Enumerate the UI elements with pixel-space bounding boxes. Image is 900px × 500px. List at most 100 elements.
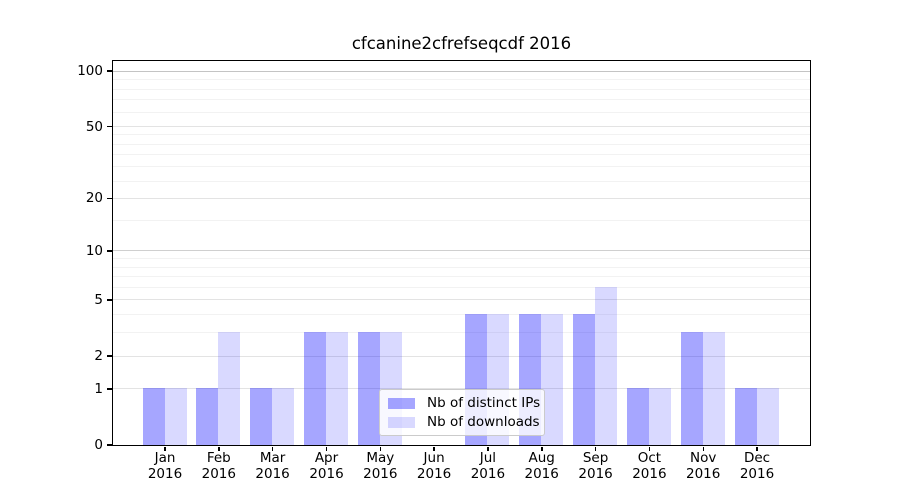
x-tick: [218, 446, 220, 451]
x-tick-label-month: Mar: [259, 450, 286, 466]
x-tick-label: Dec 2016: [722, 450, 792, 482]
gridline-minor: [112, 258, 810, 259]
gridline-minor: [112, 111, 810, 113]
gridline-minor: [112, 134, 810, 136]
x-tick-label-month: Jan: [154, 450, 176, 466]
x-tick: [271, 446, 274, 451]
bar-nb-of-distinct-ips-sep: [573, 314, 596, 445]
x-tick-label-month: Jul: [479, 450, 497, 466]
legend-item: Nb of distinct IPs: [388, 395, 540, 411]
gridline-minor: [112, 143, 810, 145]
x-tick-label: May 2016: [345, 450, 415, 482]
gridline-minor: [112, 99, 810, 101]
y-tick: [106, 299, 112, 301]
bar-nb-of-distinct-ips-may: [357, 332, 380, 445]
x-tick-label: Apr 2016: [292, 450, 362, 482]
bar-nb-of-downloads-nov: [702, 332, 725, 445]
x-tick-label-month: Aug: [528, 450, 555, 466]
bar-nb-of-distinct-ips-nov: [680, 332, 703, 445]
bar-nb-of-distinct-ips-dec: [734, 388, 757, 445]
gridline-major: [112, 70, 810, 72]
x-tick: [487, 446, 489, 451]
bar-nb-of-downloads-dec: [756, 388, 779, 445]
x-tick-label-year: 2016: [255, 465, 290, 482]
x-tick: [433, 446, 435, 451]
x-tick-label-year: 2016: [363, 465, 398, 482]
legend-swatch: [388, 416, 415, 428]
y-tick-label: 10: [85, 242, 103, 259]
bar-nb-of-downloads-aug: [541, 314, 564, 445]
x-tick: [164, 446, 166, 451]
gridline-minor: [112, 180, 810, 182]
bar-nb-of-downloads-apr: [326, 332, 348, 445]
x-tick-label: Jan 2016: [130, 450, 200, 482]
y-tick: [106, 388, 112, 390]
y-tick-label: 1: [94, 380, 103, 397]
legend-label: Nb of distinct IPs: [427, 395, 541, 411]
y-tick-label: 50: [85, 118, 103, 135]
x-tick-label: Oct 2016: [614, 450, 684, 482]
gridline-minor: [112, 166, 810, 168]
gridline-minor: [112, 286, 810, 288]
x-tick-label-month: Feb: [206, 450, 231, 466]
bar-nb-of-distinct-ips-feb: [196, 388, 219, 445]
x-tick: [756, 446, 758, 451]
gridline-minor: [112, 266, 810, 268]
gridline-major: [112, 355, 810, 357]
x-tick-label-month: Oct: [637, 450, 662, 466]
y-tick-label: 100: [77, 63, 103, 80]
gridline-minor: [112, 314, 810, 316]
x-tick: [541, 446, 543, 451]
bar-nb-of-downloads-jan: [164, 388, 187, 445]
gridline-minor: [112, 79, 810, 81]
chart-title: cfcanine2cfrefseqcdf 2016: [351, 34, 572, 53]
bar-nb-of-downloads-mar: [272, 388, 295, 445]
x-tick-label: Aug 2016: [507, 450, 577, 482]
gridline-minor: [112, 276, 810, 278]
plot-area: [111, 59, 811, 446]
gridline-major: [112, 126, 810, 127]
x-tick-label: Mar 2016: [238, 450, 308, 482]
legend-label: Nb of downloads: [427, 414, 540, 430]
gridline-minor: [112, 88, 810, 90]
x-tick-label-year: 2016: [578, 465, 613, 482]
x-tick: [379, 446, 381, 451]
x-tick: [648, 446, 651, 451]
x-tick-label-year: 2016: [470, 465, 506, 482]
x-tick: [594, 446, 597, 451]
bar-nb-of-downloads-sep: [595, 286, 618, 445]
y-tick: [106, 70, 112, 72]
y-tick: [106, 355, 112, 357]
x-tick: [702, 446, 704, 451]
x-tick-label-year: 2016: [416, 465, 452, 482]
bar-nb-of-distinct-ips-jan: [142, 388, 165, 445]
y-tick-label: 20: [85, 190, 103, 207]
y-tick: [106, 250, 112, 252]
x-tick-label-year: 2016: [147, 465, 183, 482]
x-tick: [325, 446, 328, 451]
gridline-major: [112, 299, 810, 301]
x-tick-label-month: Jun: [423, 450, 445, 466]
gridline-major: [112, 250, 810, 252]
x-tick-label-year: 2016: [739, 465, 775, 482]
y-tick-label: 2: [94, 348, 103, 364]
gridline-minor: [112, 332, 810, 334]
x-tick-label-month: Apr: [314, 450, 339, 466]
bar-nb-of-distinct-ips-apr: [304, 332, 326, 445]
x-tick-label-month: Sep: [582, 450, 609, 466]
gridline-major: [112, 388, 810, 390]
bar-nb-of-distinct-ips-mar: [250, 388, 273, 445]
bar-nb-of-downloads-feb: [218, 332, 241, 445]
y-tick: [106, 125, 112, 128]
x-tick-label-year: 2016: [686, 465, 721, 482]
x-tick-label-year: 2016: [309, 465, 344, 482]
x-tick-label-month: May: [366, 450, 395, 466]
x-tick-label-year: 2016: [201, 465, 236, 482]
bar-nb-of-distinct-ips-oct: [626, 388, 649, 445]
y-tick-label: 5: [94, 291, 103, 308]
bar-nb-of-downloads-oct: [648, 388, 671, 445]
y-tick: [106, 444, 112, 446]
x-tick-label-year: 2016: [632, 465, 667, 482]
x-tick-label: Feb 2016: [184, 450, 254, 482]
